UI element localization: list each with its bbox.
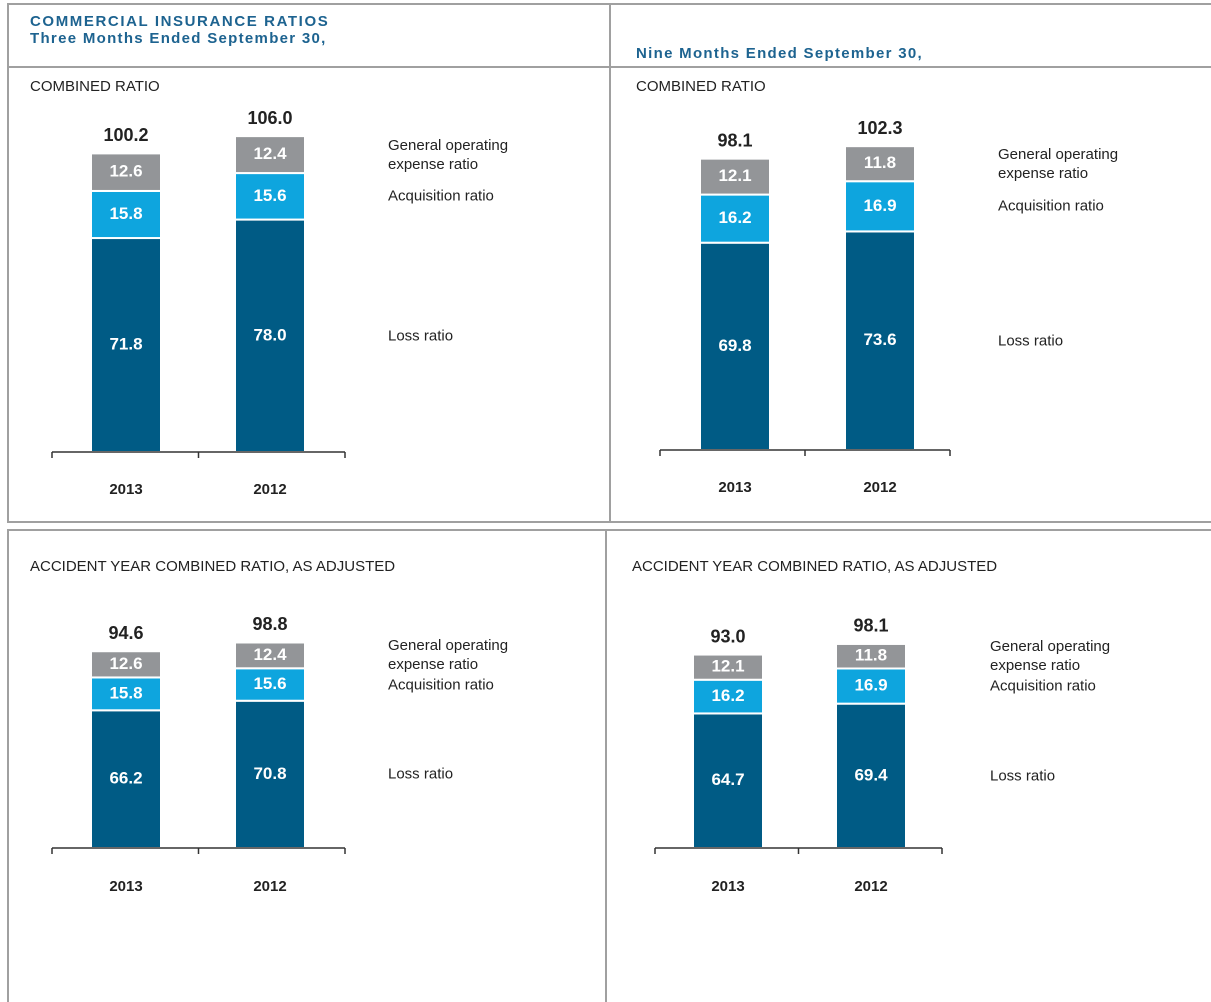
value-label: 15.6 (253, 186, 286, 205)
legend-label: Loss ratio (388, 327, 454, 345)
value-label: 12.1 (718, 166, 751, 185)
total-label: 94.6 (108, 623, 143, 643)
legend-label: General operating expense ratio (998, 145, 1119, 182)
x-tick-label: 2012 (854, 878, 887, 895)
bar-segment (844, 230, 916, 451)
chart-title: COMBINED RATIO (30, 78, 160, 95)
legend-label: Loss ratio (990, 767, 1056, 785)
bar-segment (90, 709, 162, 850)
total-label: 98.1 (853, 616, 888, 636)
total-label: 106.0 (247, 108, 292, 128)
chart-title: COMBINED RATIO (636, 78, 766, 95)
total-label: 102.3 (857, 118, 902, 138)
value-label: 11.8 (864, 153, 896, 172)
total-label: 100.2 (103, 125, 148, 145)
value-label: 12.6 (109, 654, 142, 673)
legend-label: Acquisition ratio (998, 197, 1104, 215)
total-label: 98.8 (252, 614, 287, 634)
x-tick-label: 2012 (863, 479, 896, 496)
legend-label: General operating expense ratio (388, 637, 509, 674)
value-label: 12.4 (253, 645, 287, 664)
bar-segment (835, 642, 907, 670)
value-label: 16.2 (718, 208, 751, 227)
legend-label: General operating expense ratio (388, 136, 509, 173)
legend-label: General operating expense ratio (990, 638, 1111, 675)
bar-segment (844, 180, 916, 233)
bar-segment (692, 653, 764, 681)
value-label: 16.2 (711, 686, 744, 705)
bar-segment (234, 641, 306, 670)
value-label: 15.8 (109, 204, 142, 223)
value-label: 16.9 (863, 196, 896, 215)
value-label: 69.4 (854, 765, 888, 784)
value-label: 73.6 (863, 330, 896, 349)
bar-segment (844, 145, 916, 183)
panel-border (7, 529, 1211, 1002)
bar-segment (234, 135, 306, 175)
bar-segment (699, 241, 771, 451)
legend-label: Acquisition ratio (388, 676, 494, 693)
header-subtitle: Nine Months Ended September 30, (636, 45, 923, 62)
panel-border (7, 3, 1211, 523)
value-label: 15.8 (109, 683, 142, 702)
bar-segment (692, 712, 764, 850)
header-title: COMMERCIAL INSURANCE RATIOS (30, 13, 329, 30)
x-tick-label: 2013 (711, 878, 744, 895)
bar-segment (699, 157, 771, 196)
value-label: 66.2 (109, 769, 142, 788)
bar-segment (234, 172, 306, 221)
chart-title: ACCIDENT YEAR COMBINED RATIO, AS ADJUSTE… (632, 558, 997, 575)
value-label: 64.7 (711, 770, 744, 789)
value-label: 12.1 (711, 657, 744, 676)
x-tick-label: 2013 (718, 479, 751, 496)
chart-title: ACCIDENT YEAR COMBINED RATIO, AS ADJUSTE… (30, 558, 395, 575)
total-label: 93.0 (710, 626, 745, 646)
x-tick-label: 2012 (253, 878, 286, 895)
bar-segment (90, 650, 162, 679)
value-label: 78.0 (253, 325, 286, 344)
value-label: 69.8 (718, 336, 751, 355)
legend-label: Acquisition ratio (990, 677, 1096, 695)
legend-label: Loss ratio (388, 765, 454, 783)
bar-segment (90, 152, 162, 192)
legend-label: Acquisition ratio (388, 187, 494, 205)
value-label: 71.8 (109, 335, 142, 354)
bar-segment (835, 702, 907, 850)
bar-segment (234, 699, 306, 850)
bar-segment (90, 676, 162, 712)
legend-label: Loss ratio (998, 332, 1064, 350)
total-label: 98.1 (717, 130, 752, 150)
bar-segment (692, 678, 764, 715)
value-label: 15.6 (253, 674, 286, 693)
value-label: 70.8 (253, 764, 286, 783)
header-subtitle: Three Months Ended September 30, (30, 30, 327, 47)
x-tick-label: 2013 (109, 878, 142, 895)
bar-segment (699, 193, 771, 244)
value-label: 12.6 (109, 162, 142, 181)
bar-segment (90, 237, 162, 453)
value-label: 16.9 (854, 676, 887, 695)
x-tick-label: 2012 (253, 481, 286, 498)
value-label: 12.4 (253, 144, 287, 163)
x-tick-label: 2013 (109, 481, 142, 498)
value-label: 11.8 (855, 646, 887, 665)
